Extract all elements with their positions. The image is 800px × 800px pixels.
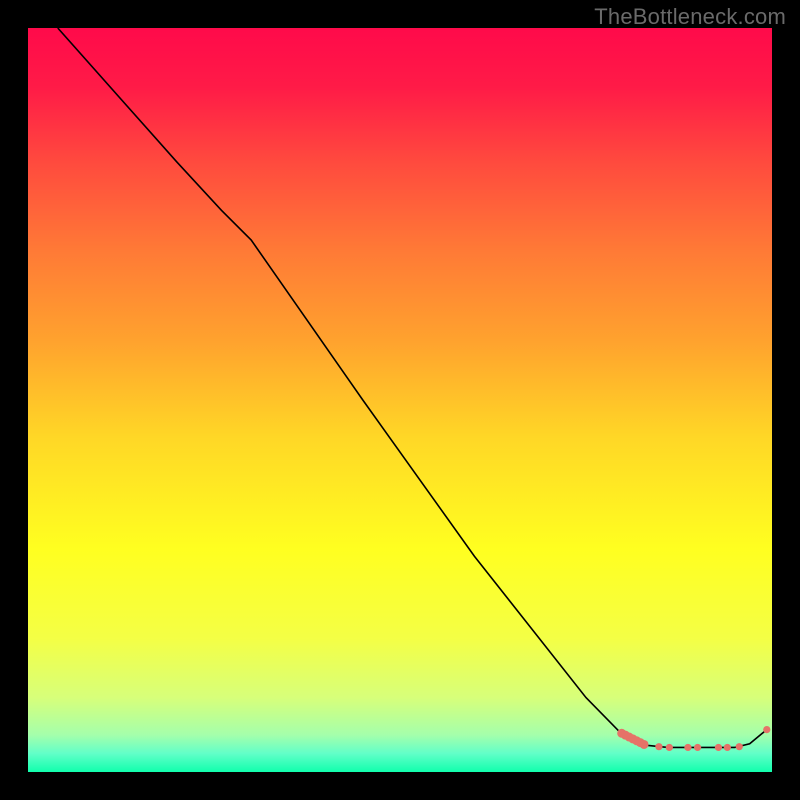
valley-marker — [736, 743, 743, 750]
chart-frame: TheBottleneck.com — [0, 0, 800, 800]
plot-area — [28, 28, 772, 772]
valley-marker — [694, 744, 701, 751]
valley-marker — [666, 744, 673, 751]
valley-marker — [715, 744, 722, 751]
valley-marker — [640, 740, 649, 749]
valley-marker — [684, 744, 691, 751]
curve-overlay — [28, 28, 772, 772]
watermark-text: TheBottleneck.com — [594, 4, 786, 30]
valley-marker — [763, 726, 770, 733]
valley-marker — [724, 744, 731, 751]
bottleneck-curve — [58, 28, 767, 747]
valley-marker — [655, 743, 662, 750]
